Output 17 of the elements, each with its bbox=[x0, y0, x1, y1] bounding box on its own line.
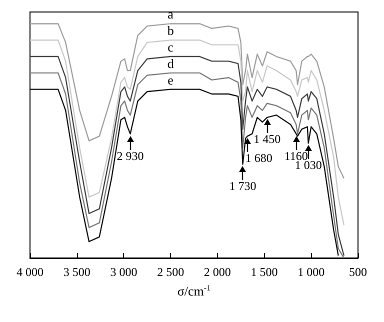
series-label: c bbox=[168, 40, 174, 55]
series-label: b bbox=[167, 23, 174, 38]
x-tick-label: 2 500 bbox=[157, 265, 184, 279]
x-tick-label: 4 000 bbox=[16, 265, 44, 279]
x-tick-label: 1 000 bbox=[298, 265, 325, 279]
annotation: 1 730 bbox=[228, 179, 258, 194]
annotation: 2 930 bbox=[116, 148, 145, 163]
x-tick-label: 2 000 bbox=[204, 265, 231, 279]
annotation: 1 680 bbox=[245, 151, 274, 166]
x-tick-label: 3 500 bbox=[63, 265, 90, 279]
annotation: 1 450 bbox=[252, 132, 282, 146]
series-label: a bbox=[168, 6, 174, 22]
x-tick-label: 500 bbox=[349, 265, 367, 279]
series-label: e bbox=[168, 72, 174, 88]
series-label: d bbox=[167, 56, 174, 71]
x-tick-label: 1 500 bbox=[250, 265, 278, 279]
x-tick-label: 3 000 bbox=[110, 265, 138, 279]
